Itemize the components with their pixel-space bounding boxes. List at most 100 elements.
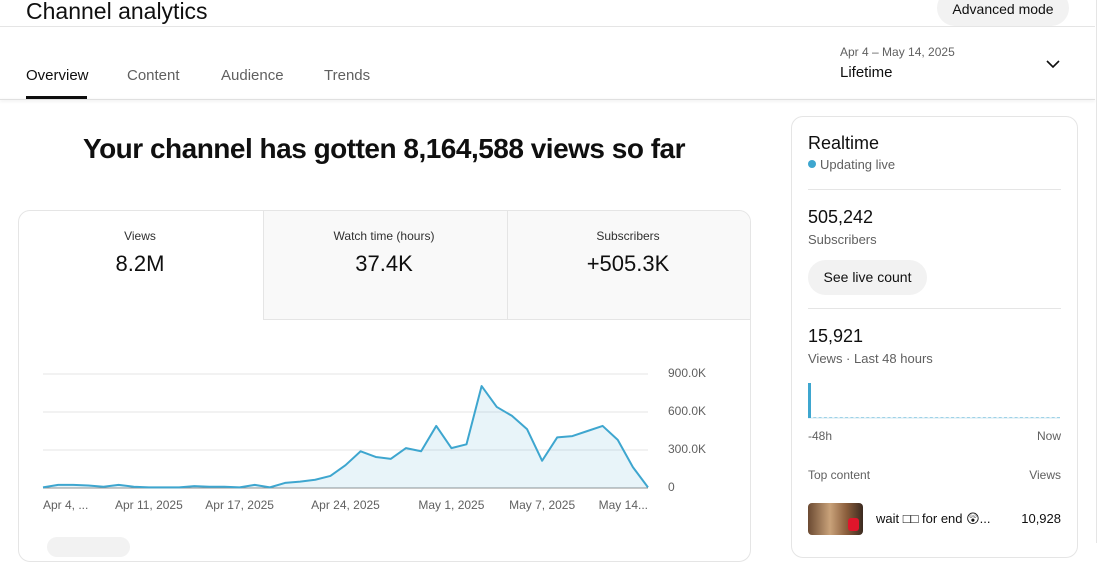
- bar: [876, 417, 880, 418]
- bar: [935, 417, 939, 418]
- bar: [829, 417, 833, 418]
- bar: [913, 417, 917, 418]
- bar: [871, 417, 875, 418]
- divider: [808, 308, 1061, 309]
- bar: [977, 417, 981, 418]
- bar: [882, 417, 886, 418]
- bar: [1046, 417, 1050, 418]
- bar: [898, 417, 902, 418]
- date-label[interactable]: Lifetime: [840, 64, 893, 81]
- y-tick-label: 300.0K: [668, 442, 706, 456]
- subscriber-count: 505,242: [808, 207, 874, 227]
- live-status: Updating live: [820, 157, 896, 172]
- tab-indicator: [26, 96, 87, 99]
- bar: [839, 417, 843, 418]
- bar: [982, 417, 986, 418]
- x-tick-label: May 1, 2025: [418, 498, 484, 512]
- line-chart: 0 300.0K 600.0K 900.0K Apr 4, ... Apr 11, 202…: [42, 366, 706, 512]
- metric-label[interactable]: Subscribers: [596, 229, 660, 243]
- bar: [988, 417, 992, 418]
- area: [43, 386, 648, 488]
- bar: [813, 417, 817, 418]
- x-tick-label: Apr 4, ...: [43, 498, 88, 512]
- bar: [924, 417, 928, 418]
- chevron[interactable]: [1045, 58, 1061, 70]
- bar: [866, 417, 870, 418]
- bar: [961, 417, 965, 418]
- live-dot: [808, 160, 816, 168]
- section-label: Top content: [808, 468, 871, 482]
- axis-label: Now: [1036, 429, 1061, 443]
- y-tick-label: 600.0K: [668, 404, 706, 418]
- bar: [919, 417, 923, 418]
- live-count-button[interactable]: See live count: [808, 260, 927, 295]
- bar: [940, 417, 944, 418]
- date-range[interactable]: Apr 4 – May 14, 2025: [840, 45, 955, 59]
- bar: [908, 417, 912, 418]
- metric-value[interactable]: 37.4K: [355, 251, 413, 276]
- page-title: Channel analytics: [26, 0, 208, 24]
- bar: [823, 417, 827, 418]
- bar: [1004, 417, 1008, 418]
- metric-label[interactable]: Views: [124, 229, 156, 243]
- bar: [834, 417, 838, 418]
- video-views: 10,928: [1021, 511, 1061, 526]
- bar: [993, 417, 997, 418]
- divider: [0, 99, 1095, 100]
- bar: [1019, 417, 1023, 418]
- metric-label[interactable]: Watch time (hours): [333, 229, 435, 243]
- bar: [1009, 417, 1013, 418]
- views-label: Views · Last 48 hours: [808, 351, 933, 366]
- bar: [860, 417, 864, 418]
- bar: [1051, 417, 1055, 418]
- tab[interactable]: Audience: [221, 67, 284, 84]
- x-tick-label: May 7, 2025: [509, 498, 575, 512]
- x-tick-label: Apr 24, 2025: [311, 498, 380, 512]
- analytics-card: [18, 210, 751, 562]
- bar: [903, 417, 907, 418]
- bar: [972, 417, 976, 418]
- y-tick-label: 900.0K: [668, 366, 706, 380]
- bar: [1030, 417, 1034, 418]
- shorts-icon: [848, 518, 859, 531]
- bar: [945, 417, 949, 418]
- bar: [818, 417, 822, 418]
- video-title[interactable]: wait □□ for end 😲...: [876, 511, 991, 526]
- subscriber-label: Subscribers: [808, 232, 877, 247]
- x-tick-label: Apr 17, 2025: [205, 498, 274, 512]
- divider: [0, 26, 1095, 27]
- bar: [1035, 417, 1039, 418]
- x-tick-label: Apr 11, 2025: [115, 498, 183, 512]
- metric-value[interactable]: 8.2M: [115, 251, 165, 276]
- bar: [855, 417, 859, 418]
- realtime-title: Realtime: [808, 133, 880, 153]
- metric-bg: [263, 211, 750, 320]
- bar: [845, 417, 849, 418]
- bar: [966, 417, 970, 418]
- tab[interactable]: Overview: [26, 67, 89, 84]
- bar: [951, 417, 955, 418]
- advanced-mode-button[interactable]: Advanced mode: [937, 0, 1069, 26]
- y-tick-label: 0: [668, 480, 675, 494]
- bar: [1014, 417, 1018, 418]
- bar: [808, 383, 811, 418]
- scrollbar-edge: [1096, 0, 1097, 543]
- bar: [1057, 417, 1060, 418]
- realtime-chart: [808, 383, 1060, 419]
- thumbnail[interactable]: [808, 503, 863, 535]
- bar: [1025, 417, 1029, 418]
- bar: [1041, 417, 1045, 418]
- bar: [850, 417, 854, 418]
- views-count: 15,921: [808, 326, 864, 346]
- line: [42, 385, 649, 489]
- x-tick-label: May 14...: [599, 498, 648, 512]
- tab[interactable]: Trends: [324, 67, 371, 84]
- divider: [507, 211, 508, 319]
- tab[interactable]: Content: [127, 67, 180, 84]
- headline: Your channel has gotten 8,164,588 views …: [82, 133, 686, 164]
- metric-value[interactable]: +505.3K: [586, 251, 670, 276]
- bar: [887, 417, 891, 418]
- divider: [808, 189, 1061, 190]
- bar: [929, 417, 933, 418]
